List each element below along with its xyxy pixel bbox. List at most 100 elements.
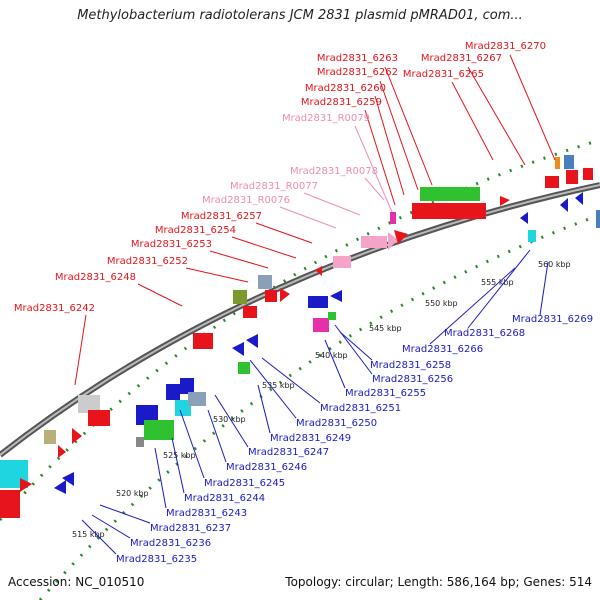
forward-gene-label[interactable]: Mrad2831_6270 (465, 41, 546, 52)
gene-arrow[interactable] (232, 342, 244, 356)
forward-gene-label[interactable]: Mrad2831_6254 (155, 225, 236, 236)
gene-arrow[interactable] (72, 428, 82, 444)
reverse-features (54, 192, 600, 494)
gene-arrow[interactable] (315, 266, 322, 276)
forward-gene-label[interactable]: Mrad2831_6265 (403, 69, 484, 80)
gene-arrow[interactable] (560, 198, 568, 212)
gene-block[interactable] (188, 392, 206, 406)
gene-block[interactable] (144, 420, 174, 440)
gene-block[interactable] (333, 256, 351, 268)
gene-block[interactable] (88, 410, 110, 426)
label-leader-line (509, 54, 556, 161)
gene-block[interactable] (136, 437, 144, 447)
label-leader-line (467, 66, 526, 166)
gene-arrow[interactable] (575, 192, 583, 205)
label-leader-line (279, 206, 337, 229)
gene-block[interactable] (180, 378, 194, 394)
gene-block[interactable] (596, 210, 600, 228)
reverse-gene-label[interactable]: Mrad2831_6237 (150, 523, 231, 534)
gene-block[interactable] (420, 187, 480, 201)
forward-gene-label[interactable]: Mrad2831_6262 (317, 67, 398, 78)
gene-arrow[interactable] (20, 478, 32, 492)
forward-gene-label[interactable]: Mrad2831_6267 (421, 53, 502, 64)
scale-tick-label: 525 kbp (163, 451, 196, 460)
gene-block[interactable] (258, 275, 272, 289)
forward-gene-label[interactable]: Mrad2831_6253 (131, 239, 212, 250)
reverse-gene-label[interactable]: Mrad2831_6244 (184, 493, 265, 504)
forward-gene-label[interactable]: Mrad2831_6248 (55, 272, 136, 283)
reverse-gene-label[interactable]: Mrad2831_6269 (512, 314, 593, 325)
gene-block[interactable] (361, 236, 387, 248)
forward-gene-label[interactable]: Mrad2831_R0078 (290, 166, 378, 177)
gene-arrow[interactable] (500, 196, 510, 206)
gene-block[interactable] (243, 306, 257, 318)
label-leader-line (231, 236, 297, 259)
gene-block[interactable] (233, 290, 247, 304)
forward-gene-label[interactable]: Mrad2831_6263 (317, 53, 398, 64)
reverse-gene-label[interactable]: Mrad2831_6247 (248, 447, 329, 458)
label-leader-line (354, 125, 393, 213)
reverse-gene-label[interactable]: Mrad2831_6246 (226, 462, 307, 473)
forward-gene-label[interactable]: Mrad2831_6257 (181, 211, 262, 222)
gene-block[interactable] (545, 176, 559, 188)
gene-block[interactable] (328, 312, 336, 320)
reverse-gene-label[interactable]: Mrad2831_6245 (204, 478, 285, 489)
accession-text: Accession: NC_010510 (8, 575, 145, 589)
forward-gene-label[interactable]: Mrad2831_R0077 (230, 181, 318, 192)
gene-block[interactable] (313, 318, 329, 332)
gene-arrow[interactable] (520, 212, 528, 224)
label-leader-line (81, 519, 117, 555)
forward-gene-label[interactable]: Mrad2831_6259 (301, 97, 382, 108)
reverse-gene-label[interactable]: Mrad2831_6236 (130, 538, 211, 549)
label-leader-line (374, 95, 405, 196)
reverse-gene-label[interactable]: Mrad2831_6258 (370, 360, 451, 371)
label-leader-line (137, 283, 183, 307)
gene-block[interactable] (528, 230, 536, 242)
gene-block[interactable] (238, 362, 250, 374)
gene-arrow[interactable] (58, 445, 66, 458)
reverse-gene-label[interactable]: Mrad2831_6251 (320, 403, 401, 414)
forward-gene-label[interactable]: Mrad2831_6260 (305, 83, 386, 94)
gene-block[interactable] (44, 430, 56, 444)
reverse-gene-label[interactable]: Mrad2831_6256 (372, 374, 453, 385)
forward-gene-label[interactable]: Mrad2831_R0076 (202, 195, 290, 206)
gene-block[interactable] (265, 290, 277, 302)
inner-dotted-ring (38, 213, 600, 600)
reverse-gene-label[interactable]: Mrad2831_6249 (270, 433, 351, 444)
gene-block[interactable] (566, 170, 578, 184)
gene-arrow[interactable] (388, 232, 398, 250)
gene-arrow[interactable] (280, 288, 290, 302)
gene-block[interactable] (78, 395, 100, 413)
gene-arrow[interactable] (54, 480, 66, 494)
gene-block[interactable] (555, 157, 560, 169)
label-leader-line (324, 339, 346, 389)
reverse-gene-label[interactable]: Mrad2831_6266 (402, 344, 483, 355)
forward-gene-label[interactable]: Mrad2831_6242 (14, 303, 95, 314)
label-leader-line (255, 222, 313, 244)
gene-block[interactable] (175, 400, 191, 416)
label-leader-line (179, 409, 205, 479)
forward-gene-label[interactable]: Mrad2831_6252 (107, 256, 188, 267)
outer-dotted-ring (0, 138, 600, 521)
forward-gene-label[interactable]: Mrad2831_R0079 (282, 113, 370, 124)
reverse-gene-label[interactable]: Mrad2831_6235 (116, 554, 197, 565)
reverse-gene-label[interactable]: Mrad2831_6255 (345, 388, 426, 399)
gene-arrow[interactable] (394, 230, 408, 244)
gene-block[interactable] (308, 296, 328, 308)
gene-arrow[interactable] (246, 334, 258, 348)
gene-block[interactable] (0, 490, 20, 518)
gene-block[interactable] (412, 203, 486, 219)
label-leader-line (171, 437, 185, 494)
gene-arrow[interactable] (62, 472, 74, 486)
label-leader-line (214, 394, 249, 448)
gene-block[interactable] (564, 155, 574, 169)
gene-block[interactable] (583, 168, 593, 180)
gene-block[interactable] (390, 212, 396, 224)
reverse-gene-label[interactable]: Mrad2831_6243 (166, 508, 247, 519)
gene-block[interactable] (193, 333, 213, 349)
reverse-gene-label[interactable]: Mrad2831_6250 (296, 418, 377, 429)
gene-arrow[interactable] (330, 290, 342, 302)
gene-block[interactable] (166, 384, 180, 400)
reverse-gene-label[interactable]: Mrad2831_6268 (444, 328, 525, 339)
